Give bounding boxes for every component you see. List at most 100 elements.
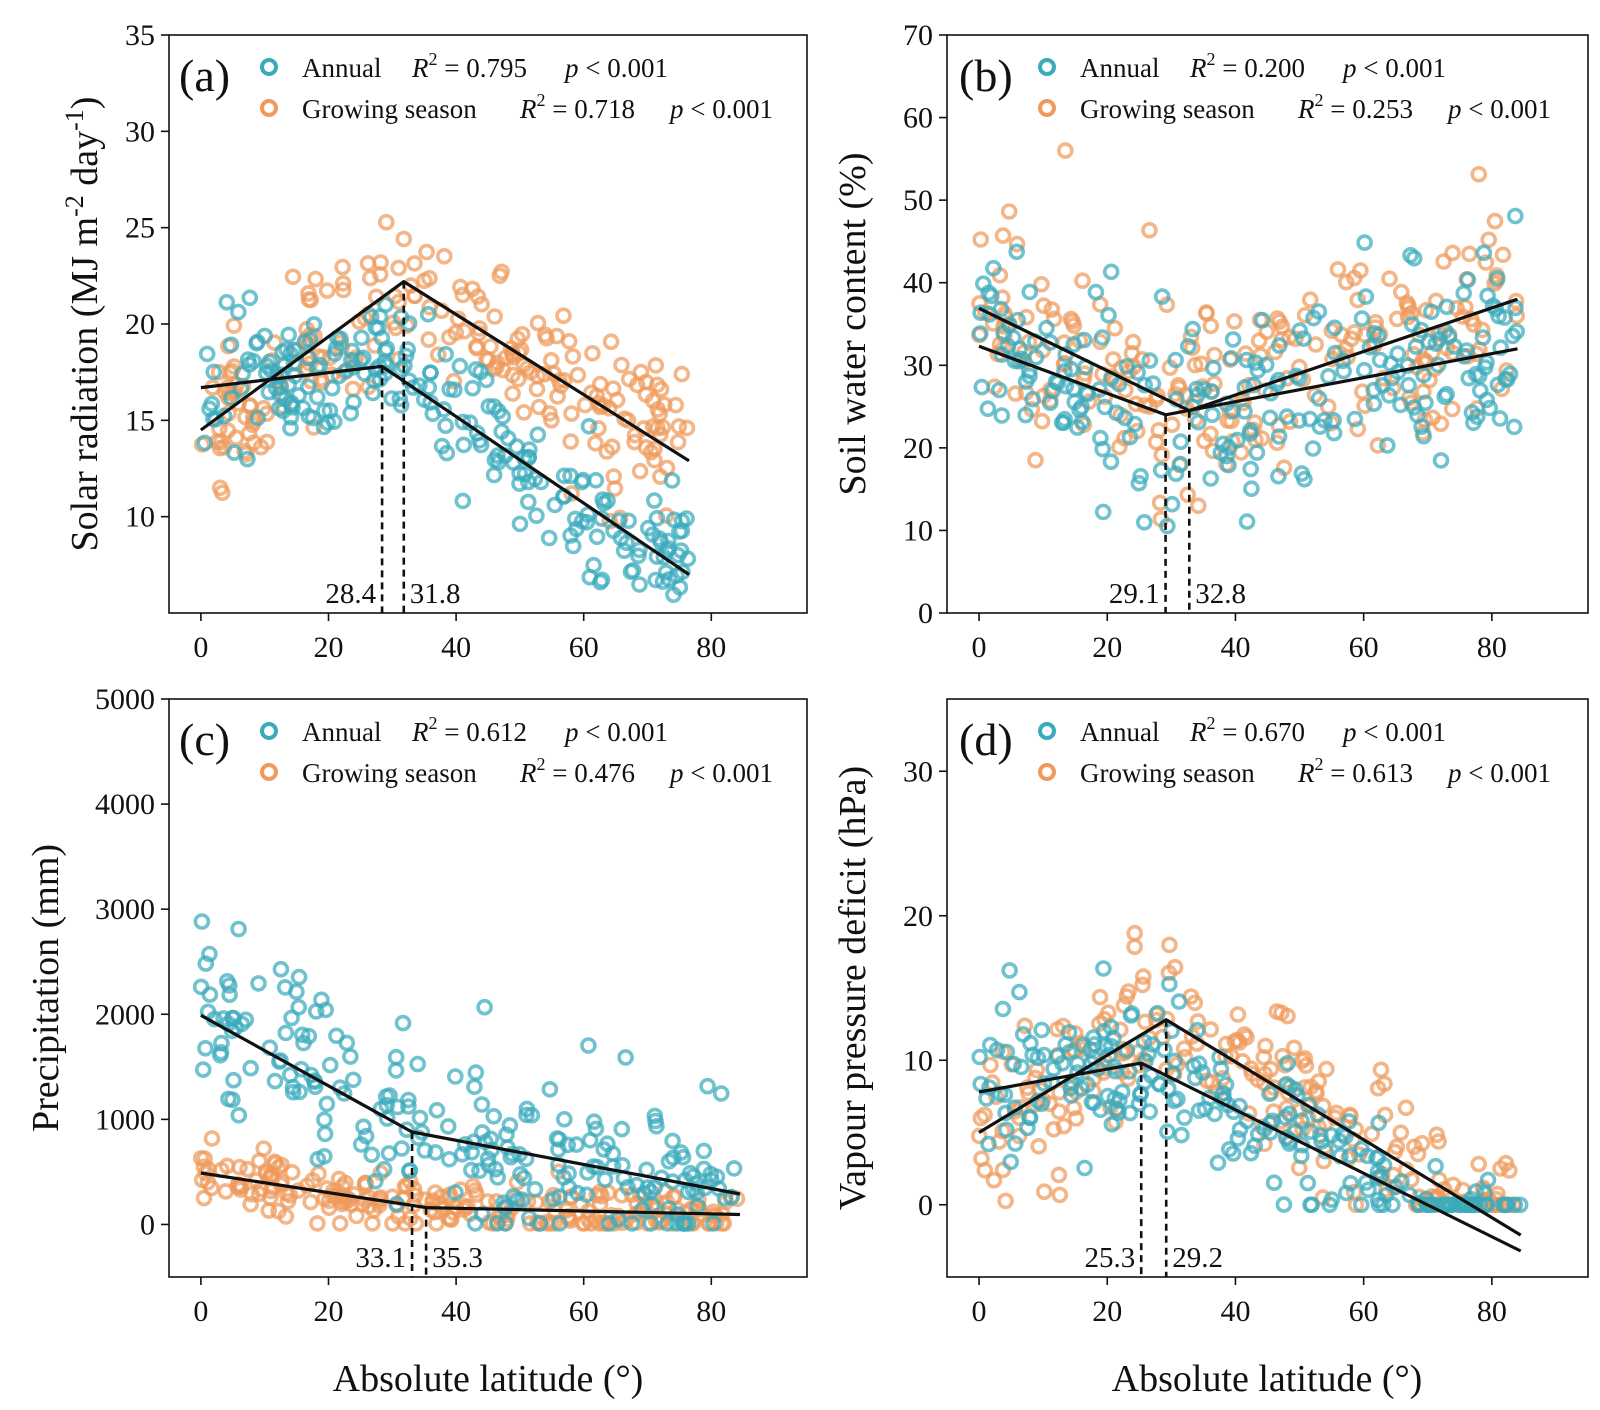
panel-d-point-annual xyxy=(998,1043,1016,1061)
panel-a-point-annual xyxy=(332,330,349,348)
panel-b-point-annual xyxy=(1205,359,1222,377)
panel-b-breakpoint-label: 32.8 xyxy=(1195,578,1246,610)
panel-d-point-annual xyxy=(1338,1184,1355,1202)
panel-c-point-growing xyxy=(527,1194,545,1211)
panel-c-point-growing xyxy=(203,1130,221,1147)
panel-b-point-annual xyxy=(1415,366,1432,384)
panel-d-point-growing xyxy=(1492,1160,1509,1177)
panel-d-point-annual xyxy=(1137,1052,1154,1070)
panel-b-point-annual xyxy=(1438,298,1455,316)
panel-d-point-annual xyxy=(1321,1196,1338,1214)
panel-b-point-annual xyxy=(1042,334,1059,351)
panel-c-point-annual xyxy=(400,1098,417,1115)
panel-d-point-annual xyxy=(1111,1092,1128,1109)
panel-a-legend-annual-p: p < 0.001 xyxy=(563,53,668,83)
panel-a-point-annual xyxy=(555,467,573,485)
panel-d-point-annual xyxy=(1033,1095,1050,1113)
panel-b-point-annual xyxy=(1463,404,1481,421)
panel-a-point-growing xyxy=(447,324,465,342)
panel-d-point-annual xyxy=(1149,1004,1166,1022)
panel-b-point-annual xyxy=(979,400,997,418)
panel-a-point-growing xyxy=(318,282,336,299)
panel-b-point-growing xyxy=(1388,310,1406,328)
panel-d-point-annual xyxy=(1302,1123,1320,1141)
panel-b-point-annual xyxy=(1409,406,1426,424)
panel-a-point-growing xyxy=(670,418,688,435)
panel-a-ytick-label: 20 xyxy=(125,308,155,341)
panel-d-xtick-label: 0 xyxy=(972,1295,987,1328)
panel-d-point-annual xyxy=(1095,960,1112,977)
panel-a-point-growing xyxy=(562,433,580,450)
panel-b-point-growing xyxy=(1269,310,1286,327)
panel-b-point-annual xyxy=(981,306,999,323)
panel-a-xtick-label: 20 xyxy=(314,631,344,664)
panel-b-legend-annual: Annual R2 = 0.200 p < 0.001 xyxy=(1038,49,1446,83)
panel-b-point-annual xyxy=(1224,331,1242,348)
panel-c-point-annual xyxy=(501,1117,519,1134)
panel-a-fits: 28.4 31.8 xyxy=(199,280,690,613)
panel-b-point-annual xyxy=(973,378,991,396)
panel-a-legend-annual: Annual R2 = 0.795 p < 0.001 xyxy=(260,49,668,83)
panel-b-point-annual xyxy=(1501,365,1519,383)
panel-a-point-growing xyxy=(241,397,259,414)
panel-b-point-annual xyxy=(1504,327,1521,345)
panel-c-yticks: 0 1000 2000 3000 4000 5000 xyxy=(95,683,169,1241)
panel-d-point-annual xyxy=(997,1121,1015,1139)
panel-d-point-growing xyxy=(1118,988,1136,1005)
panel-a-point-annual xyxy=(486,451,504,469)
panel-d-point-annual xyxy=(1135,1033,1153,1050)
panel-a-point-growing xyxy=(637,439,655,456)
panel-c-breakpoint-label: 35.3 xyxy=(432,1242,483,1274)
panel-d-point-annual xyxy=(1299,1174,1317,1192)
panel-c-point-annual xyxy=(357,1127,375,1145)
panel-a-point-annual xyxy=(391,390,409,408)
panel-b-ytick-label: 30 xyxy=(903,349,933,382)
panel-c-point-annual xyxy=(366,1173,384,1190)
panel-b-point-growing xyxy=(1470,166,1488,183)
panel-b-xtick-label: 0 xyxy=(972,631,987,664)
panel-d-point-growing xyxy=(1444,1176,1462,1194)
panel-d-point-growing xyxy=(970,1127,988,1145)
panel-c-tag: (c) xyxy=(179,714,230,765)
panel-a-point-growing xyxy=(334,258,351,276)
panel-c-point-annual xyxy=(317,1001,335,1019)
panel-d-point-growing xyxy=(1397,1099,1415,1117)
panel-d-point-annual xyxy=(1014,1026,1032,1043)
panel-a-point-growing xyxy=(451,278,469,296)
panel-b-point-annual xyxy=(1254,311,1271,329)
panel-d-point-annual xyxy=(1229,1130,1247,1147)
panel-d-tag: (d) xyxy=(959,714,1013,765)
panel-b-point-annual xyxy=(1172,433,1189,451)
panel-d-point-growing xyxy=(1161,936,1178,954)
panel-b-point-annual xyxy=(1238,351,1255,369)
panel-c-point-annual xyxy=(363,1146,381,1164)
panel-b-point-annual xyxy=(1270,467,1287,485)
panel-a-legend: Annual R2 = 0.795 p < 0.001 Growing seas… xyxy=(260,49,773,124)
panel-b-point-annual xyxy=(1261,409,1279,427)
panel-b-point-growing xyxy=(1494,246,1512,264)
x-axis-label-right: Absolute latitude (°) xyxy=(1112,1358,1423,1400)
panel-a-point-annual xyxy=(464,379,481,397)
panel-b-legend-growing: Growing season R2 = 0.253 p < 0.001 xyxy=(1038,90,1551,124)
panel-a-point-growing xyxy=(549,388,566,405)
panel-a-point-growing xyxy=(435,247,453,265)
panel-b-xtick-label: 60 xyxy=(1349,631,1379,664)
panel-d-point-annual xyxy=(1166,1052,1183,1070)
panel-c-ytick-label: 1000 xyxy=(95,1103,155,1136)
panel-b-point-annual xyxy=(1271,337,1288,354)
panel-a-point-growing xyxy=(334,275,352,292)
panel-d-point-annual xyxy=(1261,1085,1278,1102)
panel-a-point-growing xyxy=(406,255,423,272)
panel-b-point-annual xyxy=(1320,367,1337,385)
panel-d-point-annual xyxy=(1293,1147,1310,1165)
panel-a-ytick-label: 25 xyxy=(125,212,155,245)
panel-a-ytick-label: 15 xyxy=(125,404,155,437)
panel-a-point-annual xyxy=(392,360,410,378)
panel-b-point-annual xyxy=(1474,329,1492,346)
panel-c-xtick-label: 80 xyxy=(696,1295,726,1328)
panel-b-point-growing xyxy=(1375,369,1392,387)
panel-a-point-growing xyxy=(654,419,672,436)
panel-d-point-growing xyxy=(1470,1155,1487,1173)
panel-c-point-growing xyxy=(651,1214,668,1231)
panel-a-point-growing xyxy=(569,366,587,384)
